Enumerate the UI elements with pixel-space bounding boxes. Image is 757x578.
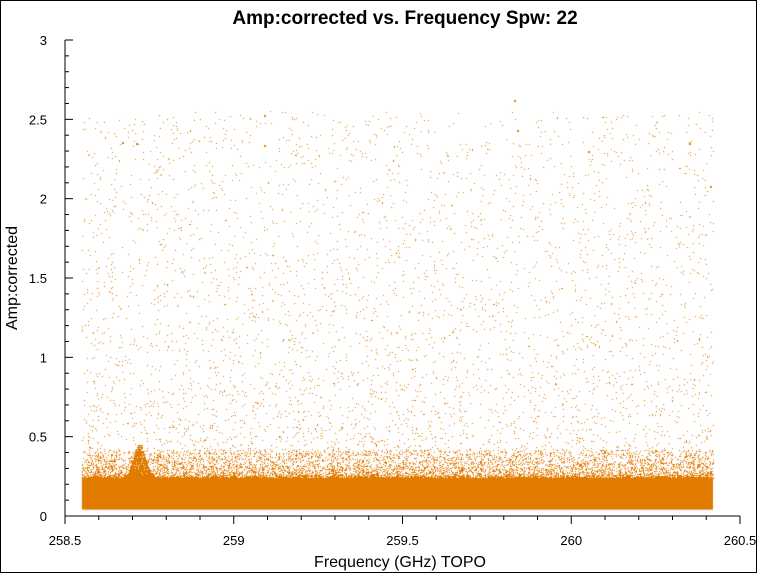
y-tick-label: 0.5 [29,430,47,445]
x-tick-label: 259 [223,533,245,548]
y-tick-label: 1.5 [29,271,47,286]
chart-title: Amp:corrected vs. Frequency Spw: 22 [232,8,577,29]
x-tick-label: 260.5 [724,533,757,548]
y-tick-label: 0 [40,509,47,524]
y-tick-label: 2 [40,192,47,207]
x-tick-label: 259.5 [386,533,419,548]
data-points [65,40,740,516]
x-axis-label: Frequency (GHz) TOPO [314,554,486,571]
y-tick-label: 2.5 [29,112,47,127]
x-tick-label: 260 [560,533,582,548]
y-tick-label: 3 [40,33,47,48]
axes: 0 0.5 1 1.5 2 2.5 3 258.5 259 259.5 260 260.5 [29,33,756,548]
scatter-points [65,40,740,516]
x-tick-label: 258.5 [49,533,82,548]
y-axis-label: Amp:corrected [4,226,21,330]
y-tick-label: 1 [40,350,47,365]
